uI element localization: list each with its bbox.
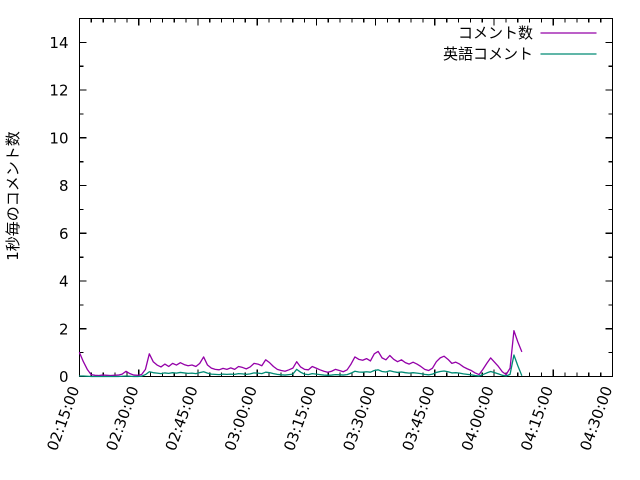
legend-label-comment-count: コメント数 [458, 24, 533, 42]
x-tick-label: 04:00:00 [458, 384, 498, 453]
plot-frame [78, 17, 614, 378]
legend-label-english-comment: 英語コメント [443, 45, 533, 63]
x-tick-label: 02:45:00 [162, 384, 202, 453]
x-tick-label: 03:15:00 [280, 384, 320, 453]
x-tick-label: 02:30:00 [103, 384, 143, 453]
x-tick-label: 04:30:00 [576, 384, 616, 453]
y-tick-label: 8 [59, 177, 69, 195]
chart-legend: コメント数 英語コメント [443, 24, 597, 63]
y-axis-label: 1秒毎のコメント数 [4, 131, 22, 261]
y-tick-label: 0 [59, 368, 69, 386]
x-tick-label: 03:45:00 [399, 384, 439, 453]
y-tick-label: 14 [49, 34, 68, 52]
series-line-comment-count [78, 330, 523, 377]
y-tick-label: 6 [59, 225, 69, 243]
x-axis-tick-labels: 02:15:00 02:30:00 02:45:00 03:00:00 03:15:00… [43, 384, 616, 453]
y-axis-ticks [79, 17, 613, 378]
x-tick-label: 02:15:00 [43, 384, 83, 453]
y-tick-label: 10 [49, 129, 68, 147]
series-line-english-comment [78, 354, 523, 378]
y-tick-label: 2 [59, 320, 69, 338]
x-axis-ticks [78, 18, 614, 377]
x-tick-label: 03:00:00 [221, 384, 261, 453]
y-tick-label: 4 [59, 273, 69, 291]
series-lines [78, 330, 523, 378]
x-tick-label: 04:15:00 [517, 384, 557, 453]
y-axis-tick-labels: 0 2 4 6 8 10 12 14 [49, 34, 68, 386]
x-tick-label: 03:30:00 [339, 384, 379, 453]
y-tick-label: 12 [49, 82, 68, 100]
